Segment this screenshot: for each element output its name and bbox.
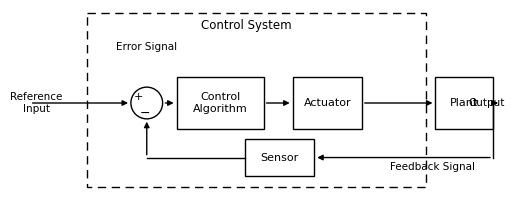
Text: −: − bbox=[140, 107, 151, 120]
Text: Reference
Input: Reference Input bbox=[10, 92, 62, 114]
Text: Actuator: Actuator bbox=[304, 98, 351, 108]
Bar bbox=[87, 13, 426, 187]
Text: Control System: Control System bbox=[201, 19, 291, 32]
Text: Output: Output bbox=[468, 98, 504, 108]
Text: Control
Algorithm: Control Algorithm bbox=[193, 92, 247, 114]
Text: Sensor: Sensor bbox=[261, 152, 299, 163]
Bar bbox=[292, 77, 362, 129]
Text: Plant: Plant bbox=[450, 98, 478, 108]
Bar bbox=[435, 77, 493, 129]
Circle shape bbox=[131, 87, 163, 119]
Text: Error Signal: Error Signal bbox=[116, 42, 177, 53]
Bar bbox=[177, 77, 264, 129]
Text: Feedback Signal: Feedback Signal bbox=[390, 163, 475, 172]
Text: +: + bbox=[133, 92, 143, 102]
Bar bbox=[245, 139, 314, 176]
